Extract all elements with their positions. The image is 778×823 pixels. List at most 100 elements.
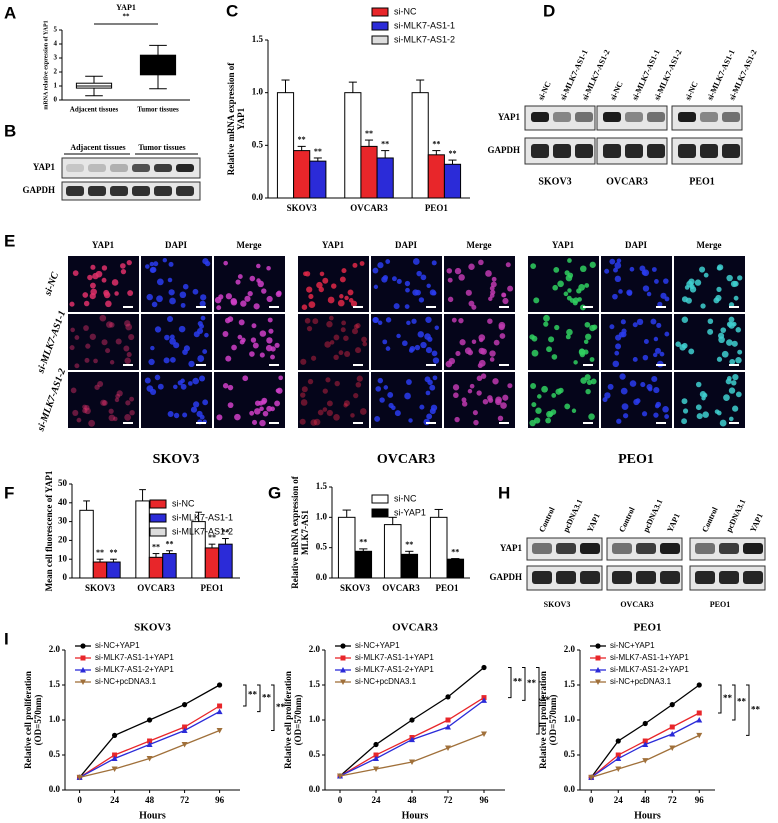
cell — [583, 339, 589, 345]
marker — [615, 738, 621, 744]
cell — [326, 321, 333, 328]
cell — [488, 296, 493, 302]
cell — [604, 392, 611, 399]
blot-band — [722, 144, 740, 158]
marker — [216, 728, 223, 734]
bar — [360, 145, 378, 199]
bar — [411, 92, 429, 199]
cell — [197, 355, 205, 362]
marker — [146, 756, 153, 762]
bar — [344, 92, 362, 199]
cell — [216, 414, 223, 421]
cell — [322, 277, 329, 284]
scale-bar — [729, 306, 739, 308]
y-tick-label: 4 — [54, 40, 58, 48]
cell — [167, 277, 173, 283]
y-tick-label: 0.0 — [316, 572, 328, 582]
marker — [669, 724, 675, 730]
cell — [495, 398, 502, 406]
blot-band — [66, 186, 84, 196]
cell — [182, 412, 188, 418]
cell — [157, 383, 164, 390]
cell — [425, 390, 431, 396]
row-label: YAP1 — [498, 112, 521, 122]
y-tick-label: 10 — [58, 553, 68, 563]
cell — [500, 402, 507, 409]
channel-label: Merge — [697, 240, 722, 250]
blot-band — [612, 543, 632, 554]
cell — [312, 318, 319, 325]
channel-label: YAP1 — [322, 240, 345, 250]
cell — [278, 375, 283, 381]
cell-line-label: SKOV3 — [153, 452, 200, 467]
cell — [490, 289, 496, 295]
blot-band — [575, 112, 593, 122]
cell — [74, 363, 80, 369]
cell — [90, 288, 97, 296]
significance: ** — [152, 542, 160, 551]
y-tick-label: 1.0 — [309, 714, 321, 724]
cell — [616, 418, 622, 424]
cell — [382, 339, 388, 345]
cell — [406, 379, 412, 385]
row-label: si-MLK7-AS1-1 — [35, 309, 68, 375]
cell — [478, 337, 484, 343]
cell — [144, 377, 151, 384]
cell — [339, 294, 344, 299]
blot-band — [722, 112, 740, 122]
marker — [340, 667, 346, 673]
cell — [589, 357, 595, 362]
cell — [109, 360, 115, 365]
scale-bar — [269, 364, 279, 366]
cell — [111, 279, 119, 286]
bar — [218, 543, 233, 579]
cell — [546, 346, 552, 353]
blot-band — [575, 144, 593, 158]
scale-bar — [123, 422, 133, 424]
cell — [578, 283, 585, 291]
cell — [392, 276, 397, 282]
cell — [257, 280, 264, 288]
cell — [177, 380, 183, 386]
cell — [84, 407, 91, 415]
cell — [350, 413, 355, 418]
cell — [425, 347, 433, 354]
cell — [227, 402, 234, 409]
cell — [266, 265, 271, 271]
cell — [168, 289, 175, 296]
x-tick-label: 96 — [480, 795, 490, 805]
x-tick-label: 0 — [589, 795, 594, 805]
cell — [718, 336, 725, 344]
legend-label: si-NC — [172, 498, 195, 508]
bar — [276, 92, 295, 199]
bar — [337, 516, 356, 579]
marker — [80, 655, 86, 661]
cell — [173, 384, 178, 390]
cell — [113, 416, 118, 422]
x-tick-label: OVCAR3 — [137, 583, 175, 593]
panel-letter: B — [4, 121, 16, 140]
cell — [650, 318, 657, 325]
cell — [564, 270, 570, 276]
scale-bar — [269, 306, 279, 308]
y-tick-label: 0.5 — [49, 749, 61, 759]
cell — [452, 384, 460, 391]
cell — [491, 276, 497, 282]
cell — [262, 410, 269, 417]
cell-line-label: OVCAR3 — [606, 176, 648, 187]
cell — [359, 408, 367, 415]
marker — [445, 724, 451, 730]
legend-label: si-NC+YAP1 — [610, 641, 655, 650]
blot-band — [88, 186, 106, 196]
cell — [622, 413, 629, 419]
y-axis-label: (OD=570nm) — [548, 695, 558, 746]
significance: ** — [737, 697, 747, 707]
x-axis-label: Hours — [634, 810, 661, 821]
significance: ** — [276, 702, 286, 712]
cell — [616, 258, 622, 264]
cell — [584, 283, 590, 288]
cell — [501, 292, 507, 298]
micrograph — [68, 256, 139, 312]
cell — [682, 408, 689, 414]
x-tick-label: PEO1 — [425, 203, 449, 213]
